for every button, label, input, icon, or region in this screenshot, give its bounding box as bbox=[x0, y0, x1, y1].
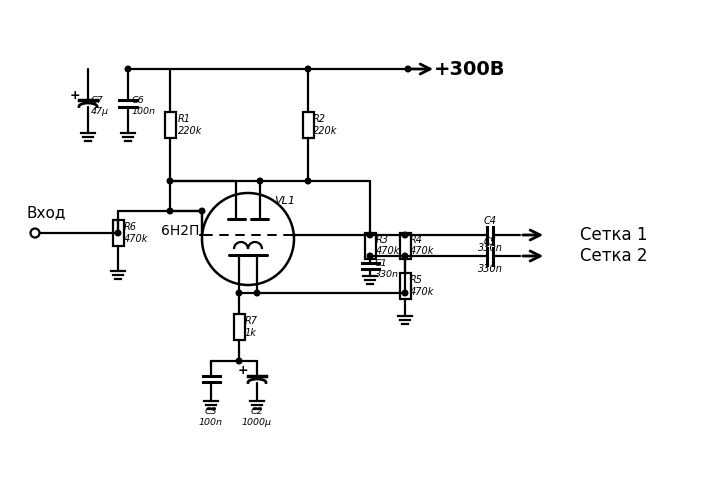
Circle shape bbox=[402, 232, 407, 238]
Text: C5: C5 bbox=[484, 237, 496, 247]
Circle shape bbox=[402, 253, 407, 259]
Circle shape bbox=[115, 230, 121, 236]
Circle shape bbox=[255, 290, 260, 296]
Circle shape bbox=[305, 66, 311, 72]
Text: C4: C4 bbox=[484, 216, 496, 226]
Bar bbox=[233, 314, 245, 340]
Text: R5
470k: R5 470k bbox=[410, 275, 434, 297]
Bar bbox=[113, 220, 123, 246]
Text: Вход: Вход bbox=[27, 206, 66, 220]
Text: Сетка 2: Сетка 2 bbox=[580, 247, 647, 265]
Text: R7
1k: R7 1k bbox=[245, 316, 258, 338]
Bar bbox=[302, 112, 314, 138]
Text: 330n: 330n bbox=[477, 243, 503, 253]
Circle shape bbox=[367, 253, 373, 259]
Circle shape bbox=[236, 290, 242, 296]
Text: R2
220k: R2 220k bbox=[313, 114, 338, 136]
Text: C1
330n: C1 330n bbox=[375, 259, 399, 279]
Text: VL1: VL1 bbox=[274, 196, 295, 206]
Circle shape bbox=[167, 178, 173, 184]
Text: C3
100n: C3 100n bbox=[199, 408, 223, 427]
Bar bbox=[364, 233, 376, 258]
Text: R6
470k: R6 470k bbox=[124, 222, 148, 244]
Circle shape bbox=[305, 178, 311, 184]
Text: C6
100n: C6 100n bbox=[132, 96, 156, 116]
Bar bbox=[400, 273, 410, 299]
Text: R1
220k: R1 220k bbox=[178, 114, 202, 136]
Text: 6Н2П: 6Н2П bbox=[161, 224, 200, 238]
Bar bbox=[164, 112, 176, 138]
Circle shape bbox=[367, 232, 373, 238]
Text: 330n: 330n bbox=[477, 264, 503, 274]
Text: C2
1000μ: C2 1000μ bbox=[242, 408, 272, 427]
Text: +300В: +300В bbox=[434, 59, 505, 79]
Circle shape bbox=[236, 358, 242, 364]
Text: Сетка 1: Сетка 1 bbox=[580, 226, 647, 244]
Circle shape bbox=[405, 66, 411, 72]
Circle shape bbox=[257, 178, 263, 184]
Text: +: + bbox=[70, 88, 80, 102]
Circle shape bbox=[125, 66, 131, 72]
Circle shape bbox=[200, 208, 204, 214]
Bar bbox=[400, 233, 410, 258]
Circle shape bbox=[167, 208, 173, 214]
Text: C7
47μ: C7 47μ bbox=[91, 96, 109, 116]
Text: R3
470k: R3 470k bbox=[376, 235, 400, 256]
Circle shape bbox=[402, 290, 407, 296]
Text: +: + bbox=[238, 363, 248, 377]
Text: R4
470k: R4 470k bbox=[410, 235, 434, 256]
